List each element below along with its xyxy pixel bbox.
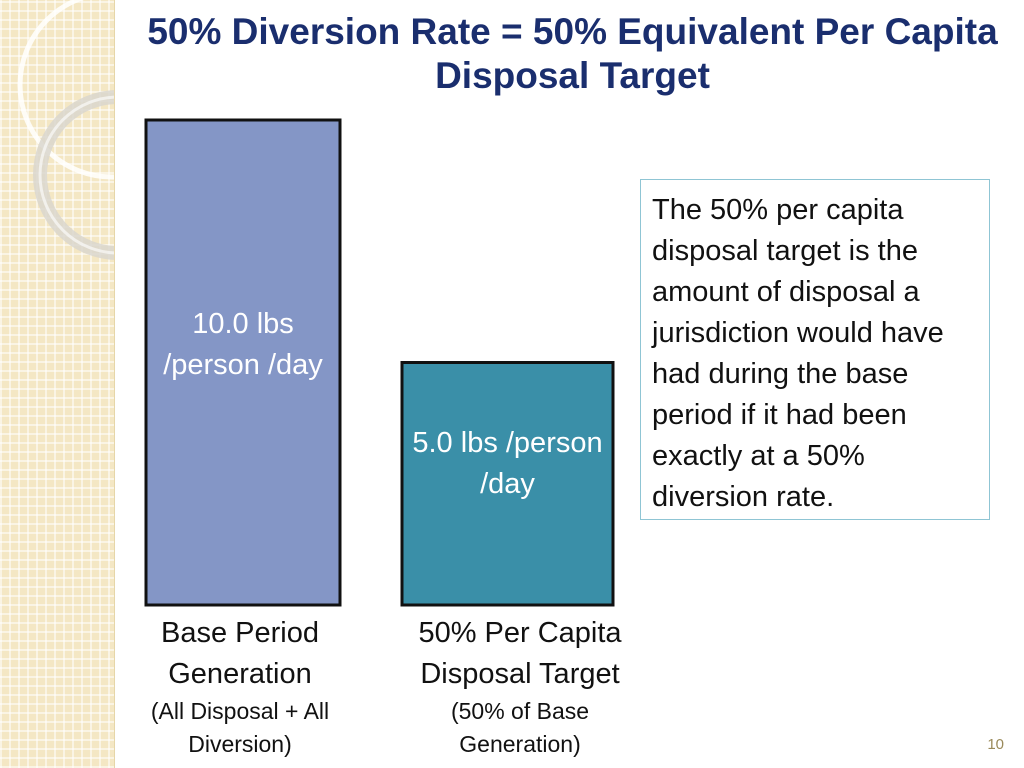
page-number: 10 xyxy=(987,736,1004,753)
bar-per-capita-disposal-target xyxy=(400,361,615,607)
category-title-base: Base Period Generation xyxy=(161,617,319,690)
category-title-target: 50% Per Capita Disposal Target xyxy=(418,617,622,690)
explanation-callout: The 50% per capita disposal target is th… xyxy=(640,179,990,520)
category-label-base: Base Period Generation (All Disposal + A… xyxy=(120,613,360,761)
decorative-rings xyxy=(17,0,114,260)
bar-base-period-generation xyxy=(144,118,342,607)
bar-data-label-target: 5.0 lbs /person /day xyxy=(412,427,603,500)
slide-title: 50% Diversion Rate = 50% Equivalent Per … xyxy=(147,11,998,96)
decorative-background-band xyxy=(0,0,115,768)
category-subtitle-target: (50% of Base Generation) xyxy=(450,698,590,757)
bar-data-label-base: 10.0 lbs /person /day xyxy=(163,308,323,381)
category-label-target: 50% Per Capita Disposal Target (50% of B… xyxy=(388,613,652,761)
category-subtitle-base: (All Disposal + All Diversion) xyxy=(150,698,330,757)
